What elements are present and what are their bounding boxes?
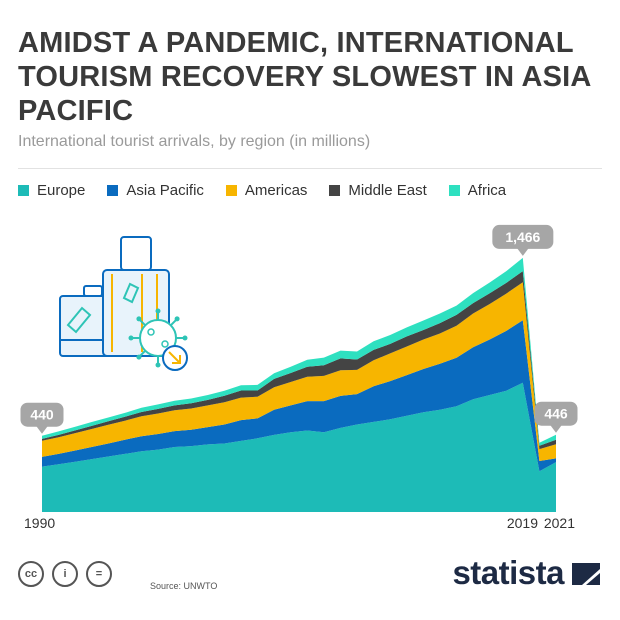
chart-areas [42, 257, 556, 512]
legend-swatch [448, 185, 460, 196]
cc-icon: cc [18, 561, 44, 587]
source-note: Source: UNWTO [150, 581, 218, 591]
legend-swatch [225, 185, 237, 196]
x-tick-label: 2021 [544, 515, 575, 531]
chart-callouts: 440 1,466 446 [20, 224, 578, 434]
legend-item-asia-pacific: Asia Pacific [107, 182, 204, 199]
legend-item-europe: Europe [18, 182, 85, 199]
legend-label: Europe [37, 182, 86, 199]
legend-item-americas: Americas [225, 182, 308, 199]
area-africa [42, 257, 556, 446]
license-icons: cc i = [18, 561, 120, 587]
callout-pointer [516, 247, 529, 256]
callout-value: 446 [544, 406, 568, 422]
callout-box [492, 224, 554, 249]
callout-box [534, 401, 578, 426]
x-axis: 1990 2019 2021 [24, 515, 575, 531]
legend-item-middle-east: Middle East [329, 182, 427, 199]
x-tick-label: 2019 [507, 515, 538, 531]
attribution-icon: i [52, 561, 78, 587]
area-asia-pacific [42, 320, 556, 472]
page-title: AMIDST A PANDEMIC, INTERNATIONAL TOURISM… [18, 27, 591, 127]
legend-swatch [107, 185, 119, 196]
no-derivatives-icon: = [86, 561, 112, 587]
statista-logo: statista [452, 554, 564, 591]
divider [18, 168, 602, 169]
callout-2019: 1,466 [492, 224, 554, 256]
callout-pointer [36, 425, 48, 434]
legend-swatch [18, 185, 29, 196]
callout-2021: 446 [534, 401, 578, 433]
legend-swatch [329, 185, 341, 196]
legend-label: Africa [467, 182, 507, 199]
legend-label: Middle East [348, 182, 427, 199]
callout-value: 1,466 [505, 229, 540, 245]
area-europe [42, 382, 556, 512]
callout-1990: 440 [20, 402, 64, 434]
chart-subtitle: International tourist arrivals, by regio… [18, 133, 371, 150]
callout-value: 440 [30, 407, 54, 423]
x-tick-label: 1990 [24, 515, 55, 531]
chart-legend: Europe Asia Pacific Americas Middle East Afr… [18, 182, 528, 199]
callout-pointer [550, 424, 562, 433]
statista-logo-mark [572, 563, 600, 585]
luggage-virus-illustration [59, 236, 188, 371]
legend-item-africa: Africa [448, 182, 507, 199]
legend-label: Americas [244, 182, 308, 199]
area-americas [42, 282, 556, 461]
area-middle-east [42, 271, 556, 450]
callout-box [20, 402, 64, 427]
legend-label: Asia Pacific [126, 182, 204, 199]
